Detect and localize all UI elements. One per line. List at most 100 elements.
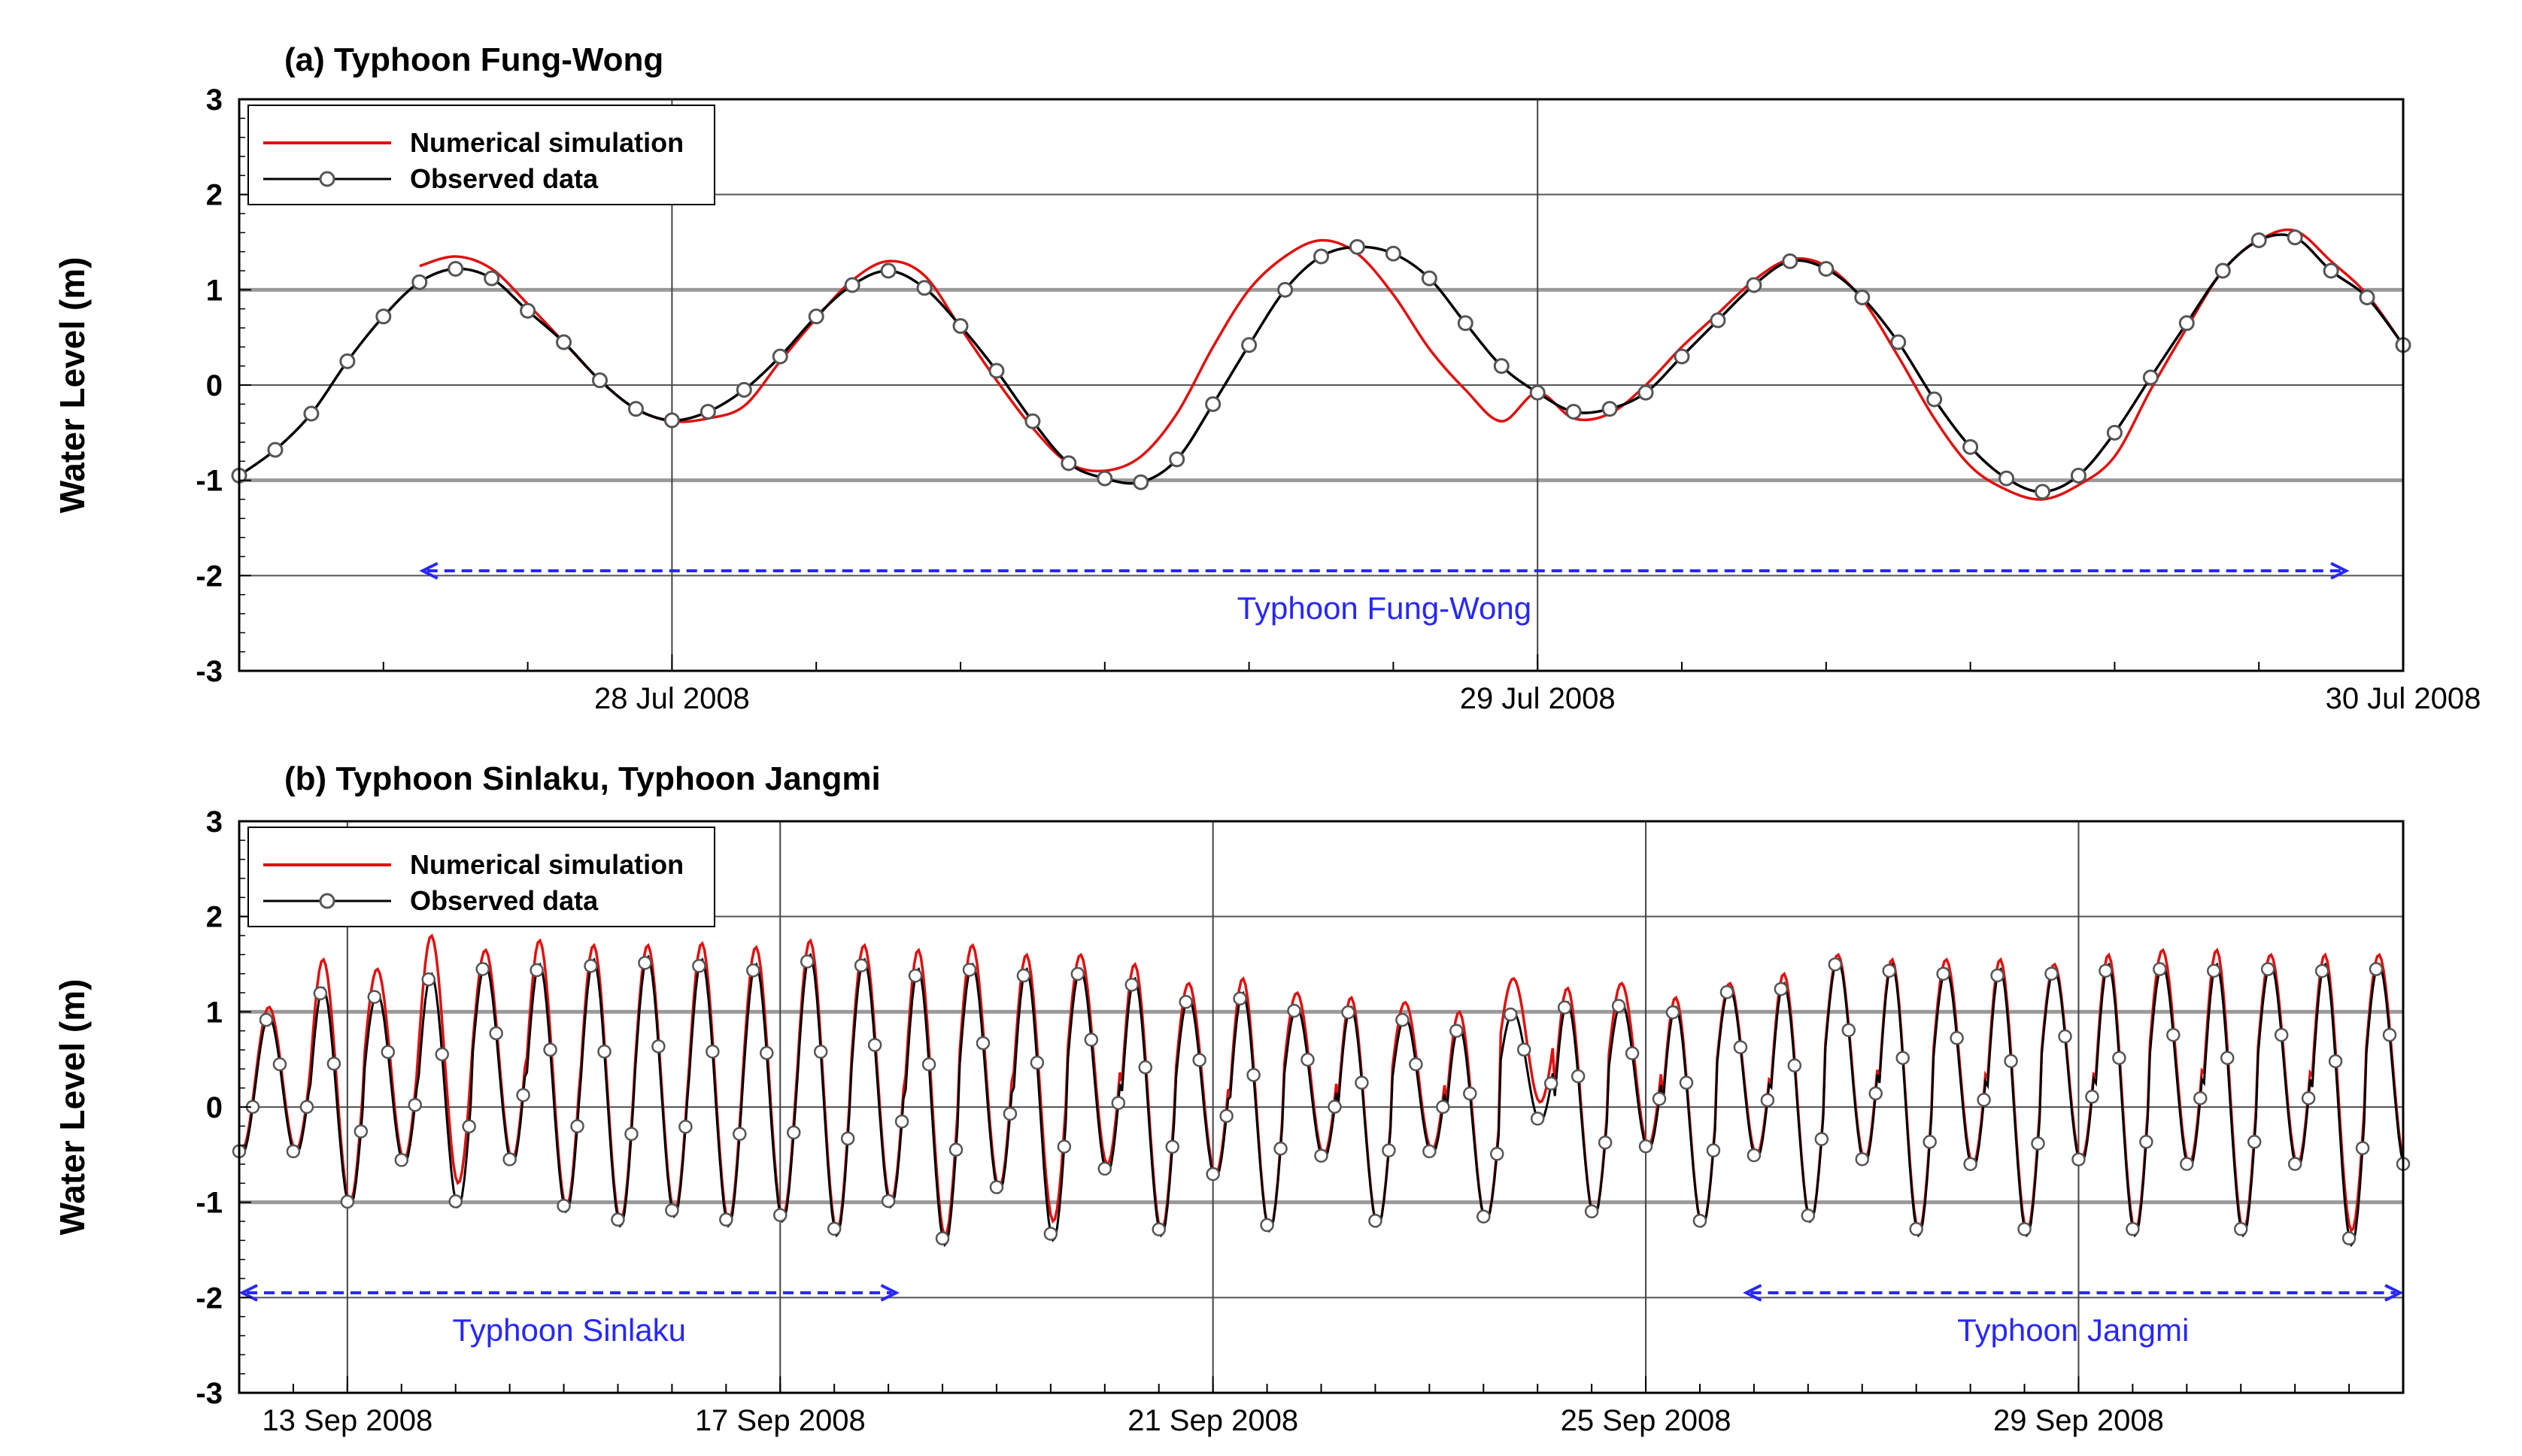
observed-point — [367, 990, 382, 1004]
observed-point — [1868, 1086, 1883, 1101]
observed-point — [1476, 1209, 1491, 1224]
observed-point — [543, 1042, 557, 1057]
observed-point — [1490, 1147, 1504, 1161]
observed-point — [2085, 1090, 2099, 1104]
observed-point — [1313, 248, 1329, 265]
observed-point — [638, 956, 652, 970]
observed-point — [1503, 1007, 1518, 1022]
observed-point — [2328, 1054, 2343, 1069]
observed-point — [299, 1100, 314, 1115]
observed-point — [530, 963, 544, 978]
observed-point — [1341, 1005, 1355, 1020]
observed-line — [238, 233, 2405, 493]
observed-point — [1841, 1023, 1856, 1038]
observed-point — [2142, 369, 2159, 386]
observed-point — [411, 274, 428, 290]
observed-point — [627, 401, 644, 417]
typhoon-period-arrow-left-head — [1743, 1284, 1762, 1302]
observed-point — [1057, 1139, 1072, 1154]
y-tick-label: 0 — [206, 369, 223, 402]
observed-point — [854, 958, 869, 972]
x-tick-label: 13 Sep 2008 — [262, 1404, 432, 1437]
y-tick-label: -2 — [196, 1282, 223, 1315]
observed-point — [1998, 470, 2015, 487]
y-tick-label: -3 — [196, 1377, 223, 1410]
observed-point — [2274, 1027, 2289, 1042]
observed-point — [2314, 963, 2329, 978]
observed-point — [1855, 1152, 1869, 1166]
observed-point — [840, 1131, 855, 1146]
y-tick-label: 3 — [206, 83, 223, 117]
observed-point — [1314, 1148, 1328, 1163]
x-tick-label: 25 Sep 2008 — [1561, 1404, 1731, 1437]
observed-point — [760, 1045, 774, 1060]
observed-point — [2193, 1090, 2208, 1106]
observed-point — [916, 280, 933, 296]
simulation-line — [419, 228, 2405, 501]
observed-point — [800, 954, 815, 969]
observed-point — [2220, 1051, 2235, 1065]
panel-b-legend: Numerical simulation Observed data — [247, 827, 715, 927]
observed-point — [1436, 1100, 1450, 1115]
observed-point — [908, 969, 923, 983]
observed-point — [1637, 384, 1654, 401]
observed-point — [489, 1026, 503, 1041]
panel-a-axes: 3 2 1 0 -1 -2 -3 28 Jul 2008 29 Jul 2008 30 Jul 2… — [196, 83, 2481, 715]
observed-point — [1260, 1218, 1274, 1233]
panel-a-annotations: Typhoon Fung-Wong — [419, 562, 2350, 626]
observed-point — [2260, 962, 2275, 976]
observed-point — [2106, 424, 2123, 441]
y-tick-label: 2 — [206, 179, 223, 212]
observed-point — [624, 1127, 639, 1142]
observed-point — [952, 317, 969, 334]
observed-point — [592, 372, 608, 389]
observed-point — [1787, 1058, 1802, 1072]
observed-point — [1814, 1132, 1829, 1146]
legend-obs-label: Observed data — [410, 163, 599, 194]
observed-point — [1165, 1139, 1179, 1154]
observed-point — [1205, 396, 1222, 412]
observed-point — [1179, 994, 1193, 1009]
x-tick-label: 17 Sep 2008 — [695, 1404, 866, 1437]
observed-point — [313, 986, 328, 1001]
observed-point — [1138, 1060, 1152, 1075]
observed-point — [935, 1231, 950, 1245]
observed-point — [1818, 260, 1835, 277]
observed-point — [1882, 963, 1896, 978]
observed-point — [394, 1153, 409, 1167]
observed-point — [326, 1057, 341, 1071]
observed-point — [1233, 991, 1247, 1006]
observed-point — [746, 963, 760, 978]
observed-point — [1097, 1161, 1112, 1176]
observed-point — [2287, 229, 2303, 246]
observed-point — [867, 1038, 882, 1052]
x-tick-label: 29 Sep 2008 — [1993, 1404, 2164, 1437]
observed-point — [556, 334, 572, 350]
observed-point — [1774, 981, 1789, 996]
observed-point — [435, 1047, 449, 1062]
observed-point — [2044, 966, 2059, 981]
legend-box — [247, 827, 715, 927]
x-tick-label: 30 Jul 2008 — [2326, 682, 2481, 715]
observed-point — [2301, 1090, 2316, 1106]
observed-point — [736, 381, 752, 398]
observed-point — [557, 1199, 571, 1213]
observed-point — [1111, 1096, 1126, 1110]
observed-point — [1368, 1213, 1382, 1228]
observed-point — [1962, 438, 1979, 455]
observed-point — [2382, 1027, 2397, 1042]
typhoon-period-label: Typhoon Fung-Wong — [1237, 590, 1531, 626]
panel-a-legend: Numerical simulation Observed data — [247, 105, 715, 205]
observed-point — [2004, 1054, 2018, 1069]
observed-point — [733, 1127, 747, 1142]
observed-point — [1385, 245, 1401, 262]
observed-point — [976, 1036, 991, 1051]
observed-point — [520, 302, 536, 319]
observed-point — [1733, 1040, 1748, 1054]
observed-point — [988, 362, 1005, 379]
observed-point — [1936, 966, 1950, 981]
x-tick-label: 29 Jul 2008 — [1460, 682, 1616, 715]
observed-point — [375, 308, 392, 325]
observed-point — [2139, 1135, 2153, 1149]
